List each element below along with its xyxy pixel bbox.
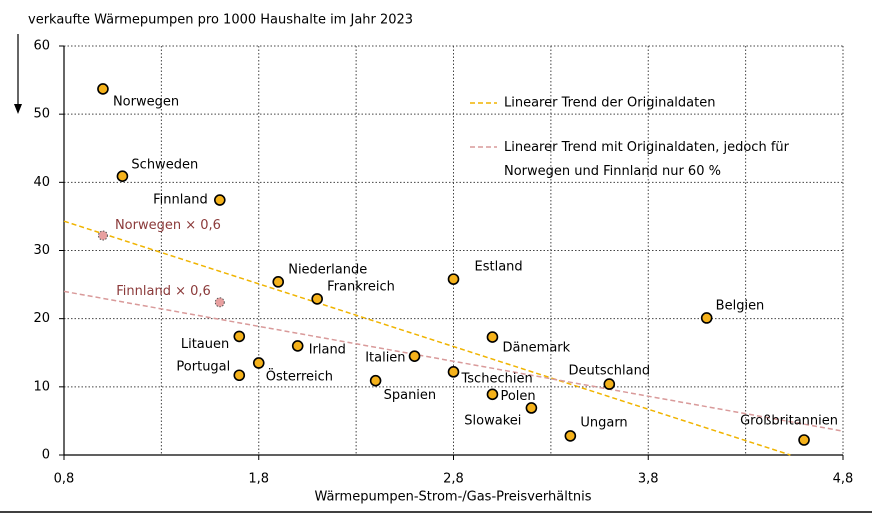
y-tick-label: 10 [33, 379, 50, 394]
data-point [564, 430, 577, 442]
x-axis-label: Wärmepumpen-Strom-/Gas-Preisverhältnis [314, 490, 591, 505]
data-point [214, 194, 226, 206]
point-label: Schweden [131, 158, 198, 173]
data-point [798, 434, 810, 446]
x-tick-label: 0,8 [54, 472, 75, 487]
scaled-point [97, 230, 108, 241]
x-tick-label: 2,8 [443, 472, 464, 487]
point-label: Spanien [384, 388, 437, 403]
data-point [97, 83, 109, 95]
data-point [447, 273, 460, 285]
point-label: Slowakei [464, 413, 521, 428]
point-label: Deutschland [569, 364, 651, 379]
y-tick-label: 40 [33, 175, 50, 190]
point-label: Norwegen [113, 94, 179, 109]
point-label: Dänemark [502, 341, 570, 356]
point-label: Belgien [716, 298, 765, 313]
y-tick-label: 20 [33, 311, 50, 326]
y-tick-label: 30 [33, 243, 50, 258]
scaled-point [214, 297, 225, 308]
data-point [291, 340, 304, 352]
point-label: Estland [475, 260, 523, 275]
point-label: Polen [500, 389, 535, 404]
point-label: Litauen [181, 337, 229, 352]
point-label: Irland [309, 342, 346, 357]
point-label: Finnland [153, 193, 208, 208]
data-point [525, 402, 538, 414]
data-point [116, 170, 129, 182]
point-label: Österreich [266, 367, 333, 384]
data-point [486, 331, 499, 343]
y-tick-label: 0 [42, 448, 50, 463]
x-tick-label: 3,8 [638, 472, 659, 487]
x-tick-label: 4,8 [833, 472, 854, 487]
scaled-point-label: Norwegen × 0,6 [115, 218, 221, 233]
trend-line [63, 290, 844, 432]
chart-title: verkaufte Wärmepumpen pro 1000 Haushalte… [28, 13, 413, 28]
axis-arrow-head [14, 104, 22, 114]
data-point [700, 312, 713, 324]
data-point [252, 357, 265, 369]
y-tick-label: 60 [33, 39, 50, 54]
data-point [311, 293, 323, 305]
data-point [603, 378, 616, 390]
data-point [233, 369, 246, 382]
data-point [272, 276, 285, 288]
data-point [486, 388, 499, 401]
y-tick-label: 50 [33, 107, 50, 122]
legend-label: Linearer Trend der Originaldaten [504, 96, 715, 111]
point-label: Tschechien [461, 371, 533, 386]
data-point [233, 330, 246, 343]
x-tick-label: 1,8 [248, 472, 269, 487]
point-label: Italien [365, 351, 405, 366]
scaled-point-label: Finnland × 0,6 [116, 284, 211, 299]
legend-label: Linearer Trend mit Originaldaten, jedoch… [504, 140, 790, 179]
point-label: Ungarn [580, 415, 627, 430]
point-label: Portugal [176, 360, 230, 375]
trend-line [63, 220, 791, 456]
data-point [447, 366, 460, 378]
data-point [369, 374, 382, 387]
data-point [408, 350, 421, 362]
point-label: Frankreich [327, 279, 395, 294]
point-label: Niederlande [288, 262, 367, 277]
point-label: Großbritannien [740, 414, 838, 429]
